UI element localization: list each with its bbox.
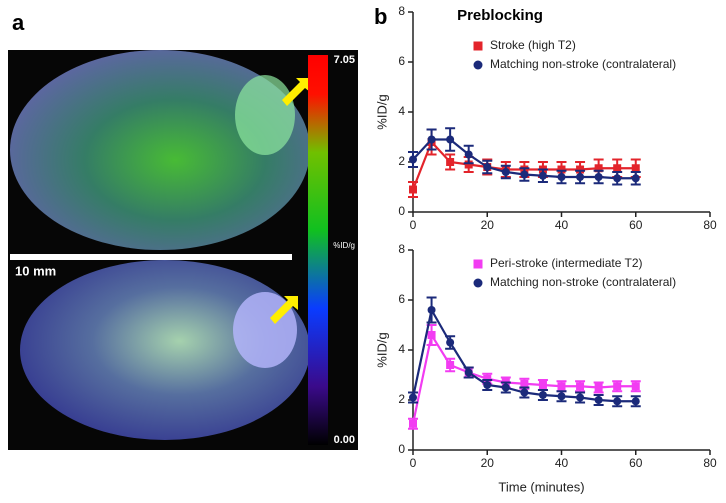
x-tick-label: 80 [703, 456, 717, 470]
data-point [520, 379, 529, 388]
y-axis-title: %ID/g [374, 332, 389, 367]
data-point [576, 165, 585, 174]
y-tick-label: 4 [398, 342, 405, 356]
data-point [409, 185, 417, 194]
data-point [409, 419, 417, 428]
y-tick-label: 6 [398, 54, 405, 68]
data-point [409, 155, 417, 164]
chart-title: Preblocking [457, 7, 543, 24]
x-tick-label: 40 [555, 218, 569, 232]
data-point [557, 382, 566, 391]
data-point [594, 383, 603, 392]
y-tick-label: 2 [398, 154, 405, 168]
y-tick-label: 0 [398, 204, 405, 218]
data-point [613, 164, 622, 173]
brain-image [10, 50, 310, 250]
x-tick-label: 40 [555, 456, 569, 470]
data-point [501, 168, 510, 176]
data-point [594, 396, 603, 404]
data-point [446, 135, 455, 144]
brain-image [20, 260, 310, 440]
data-point [520, 388, 529, 397]
data-point [631, 164, 640, 173]
colorbar-max: 7.05 [334, 54, 355, 66]
scale-bar-label: 10 mm [15, 263, 56, 278]
colorbar [308, 55, 328, 445]
data-point [613, 382, 622, 391]
data-point [613, 174, 622, 183]
data-point [538, 391, 547, 399]
data-point [464, 368, 473, 377]
data-point [538, 381, 547, 389]
x-tick-label: 20 [481, 456, 495, 470]
panel-label: b [374, 4, 387, 29]
legend-label: Matching non-stroke (contralateral) [490, 275, 676, 289]
data-point [594, 164, 603, 173]
data-point [483, 381, 492, 389]
data-point [483, 374, 492, 383]
data-point [409, 393, 417, 402]
legend-label: Peri-stroke (intermediate T2) [490, 256, 643, 270]
x-tick-label: 0 [410, 456, 417, 470]
scale-bar [10, 254, 292, 260]
x-tick-label: 80 [703, 218, 717, 232]
data-point [613, 397, 622, 406]
data-point [446, 361, 455, 369]
y-tick-label: 6 [398, 292, 405, 306]
y-axis-title: %ID/g [374, 94, 389, 129]
data-point [464, 150, 473, 159]
data-point [557, 173, 566, 181]
colorbar-unit: %ID/g [333, 241, 355, 250]
legend-label: Matching non-stroke (contralateral) [490, 57, 676, 71]
legend-label: Stroke (high T2) [490, 38, 576, 52]
data-point [631, 382, 640, 391]
data-point [427, 331, 436, 339]
legend-marker [473, 259, 483, 269]
data-point [631, 174, 640, 183]
data-point [631, 397, 640, 406]
lesion [235, 75, 295, 155]
x-tick-label: 60 [629, 456, 643, 470]
legend-marker [473, 278, 483, 288]
data-point [538, 171, 547, 180]
y-tick-label: 8 [398, 4, 405, 18]
data-point [576, 393, 585, 402]
data-point [576, 173, 585, 181]
y-tick-label: 2 [398, 392, 405, 406]
y-tick-label: 0 [398, 442, 405, 456]
panel-label: a [12, 10, 25, 35]
data-point [557, 392, 566, 401]
y-tick-label: 4 [398, 104, 405, 118]
x-axis-title: Time (minutes) [498, 479, 584, 494]
data-point [520, 170, 529, 179]
data-point [594, 173, 603, 181]
x-tick-label: 0 [410, 218, 417, 232]
legend-marker [473, 41, 483, 51]
data-point [557, 165, 566, 174]
data-point [501, 383, 510, 392]
data-point [446, 158, 455, 166]
data-point [427, 306, 436, 314]
data-point [446, 338, 455, 347]
x-tick-label: 20 [481, 218, 495, 232]
x-tick-label: 60 [629, 218, 643, 232]
colorbar-min: 0.00 [334, 434, 355, 446]
data-point [464, 160, 473, 169]
data-point [427, 135, 436, 144]
arrow [282, 78, 310, 106]
data-point [483, 163, 492, 171]
y-tick-label: 8 [398, 242, 405, 256]
arrow [270, 296, 298, 324]
legend-marker [473, 60, 483, 70]
data-point [576, 382, 585, 391]
